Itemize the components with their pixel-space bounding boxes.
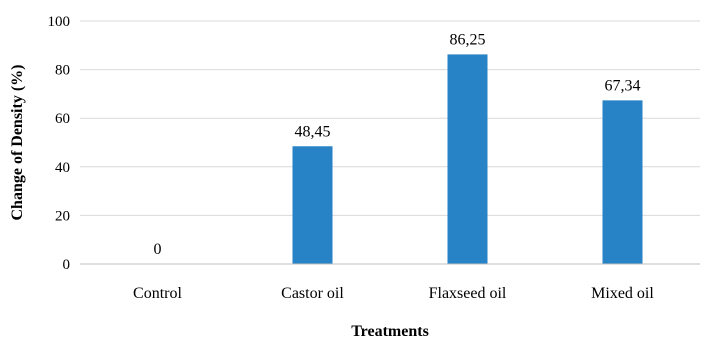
x-category-label: Castor oil	[281, 285, 344, 302]
y-tick-label: 20	[55, 208, 70, 224]
bar	[602, 100, 643, 264]
y-axis-ticks: 0 20 40 60 80 100	[48, 14, 71, 273]
x-category-label: Mixed oil	[591, 285, 654, 302]
data-label: 48,45	[295, 123, 331, 140]
x-category-label: Control	[133, 285, 182, 302]
bar	[447, 54, 488, 264]
y-tick-label: 100	[48, 14, 71, 30]
gridlines	[80, 20, 700, 216]
x-category-label: Flaxseed oil	[429, 285, 507, 302]
y-tick-label: 0	[63, 257, 71, 273]
data-label: 86,25	[450, 31, 486, 48]
data-label: 0	[154, 241, 162, 258]
data-label: 67,34	[605, 77, 641, 94]
y-tick-label: 60	[55, 111, 70, 127]
y-tick-label: 40	[55, 160, 70, 176]
y-tick-label: 80	[55, 63, 70, 79]
data-labels: 0 48,45 86,25 67,34	[154, 31, 641, 258]
bars	[292, 54, 643, 264]
x-axis-title: Treatments	[351, 323, 429, 340]
x-axis-categories: Control Castor oil Flaxseed oil Mixed oil	[133, 285, 654, 302]
bar	[292, 146, 333, 264]
y-axis-title: Change of Density (%)	[9, 65, 26, 221]
